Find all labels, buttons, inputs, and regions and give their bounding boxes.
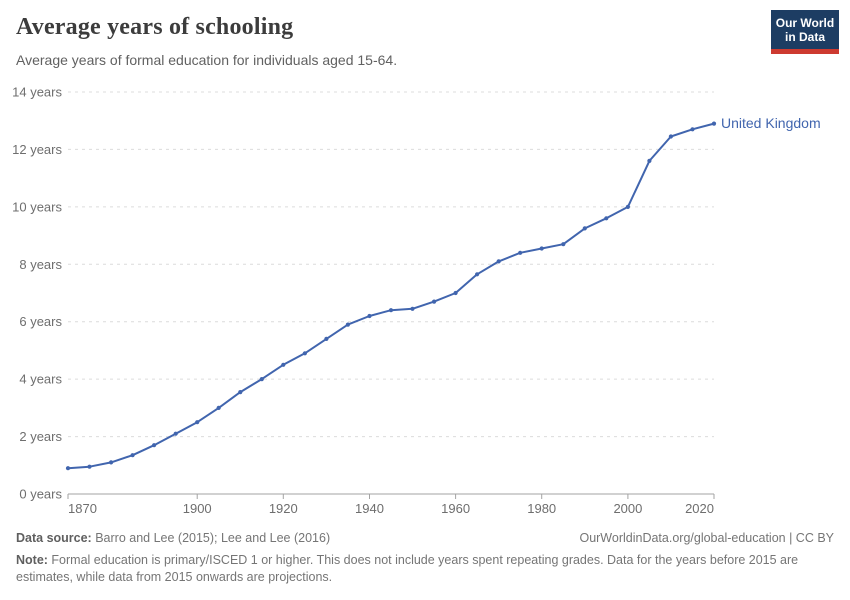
data-point-marker[interactable] bbox=[410, 306, 415, 311]
data-point-marker[interactable] bbox=[625, 204, 631, 209]
data-point-marker[interactable] bbox=[302, 351, 307, 356]
owid-logo-line1: Our World bbox=[775, 16, 835, 30]
data-point-marker[interactable] bbox=[130, 453, 135, 458]
chart-subtitle: Average years of formal education for in… bbox=[16, 52, 398, 68]
y-tick-label: 8 years bbox=[19, 257, 62, 272]
x-tick-label: 1870 bbox=[68, 501, 97, 516]
chart-title: Average years of schooling bbox=[16, 14, 294, 40]
source-row: Data source: Barro and Lee (2015); Lee a… bbox=[16, 531, 834, 545]
data-point-marker[interactable] bbox=[87, 464, 92, 469]
data-point-marker[interactable] bbox=[152, 443, 157, 448]
x-tick-label: 1960 bbox=[441, 501, 470, 516]
y-tick-label: 12 years bbox=[12, 142, 62, 157]
y-tick-label: 10 years bbox=[12, 199, 62, 214]
note-label: Note: bbox=[16, 553, 48, 567]
data-point-marker[interactable] bbox=[711, 121, 717, 126]
y-tick-label: 6 years bbox=[19, 314, 62, 329]
data-point-marker[interactable] bbox=[324, 336, 329, 341]
x-tick-label: 2020 bbox=[685, 501, 714, 516]
x-tick-label: 1980 bbox=[527, 501, 556, 516]
data-point-marker[interactable] bbox=[345, 322, 350, 327]
data-point-marker[interactable] bbox=[475, 272, 480, 277]
chart-footer: Data source: Barro and Lee (2015); Lee a… bbox=[16, 531, 834, 586]
license-link[interactable]: OurWorldinData.org/global-education | CC… bbox=[579, 531, 834, 545]
data-point-marker[interactable] bbox=[367, 313, 372, 319]
x-tick-label: 2000 bbox=[613, 501, 642, 516]
data-point-marker[interactable] bbox=[65, 466, 71, 471]
line-chart-plot-area[interactable]: 0 years 2 years 4 years 6 years 8 years 10 ye… bbox=[0, 0, 850, 530]
owid-logo: Our World in Data bbox=[771, 10, 839, 54]
data-point-marker[interactable] bbox=[668, 134, 674, 139]
x-tick-label: 1940 bbox=[355, 501, 384, 516]
data-point-marker[interactable] bbox=[539, 246, 544, 251]
data-source-label: Data source: bbox=[16, 531, 92, 545]
data-point-marker[interactable] bbox=[647, 158, 652, 163]
data-point-marker[interactable] bbox=[216, 405, 221, 410]
owid-logo-line2: in Data bbox=[784, 30, 825, 44]
chart-note: Note: Formal education is primary/ISCED … bbox=[16, 552, 828, 586]
data-point-marker[interactable] bbox=[238, 390, 243, 395]
x-tick-label: 1920 bbox=[269, 501, 298, 516]
data-point-marker[interactable] bbox=[388, 308, 394, 313]
data-point-marker[interactable] bbox=[604, 216, 609, 221]
series-end-label[interactable]: United Kingdom bbox=[721, 115, 821, 131]
data-point-marker[interactable] bbox=[173, 431, 178, 436]
data-point-marker[interactable] bbox=[690, 127, 695, 132]
data-point-marker[interactable] bbox=[582, 226, 587, 231]
note-text: Formal education is primary/ISCED 1 or h… bbox=[16, 553, 799, 584]
y-tick-label: 14 years bbox=[12, 85, 62, 100]
data-point-marker[interactable] bbox=[453, 290, 458, 296]
series-line[interactable] bbox=[67, 122, 715, 470]
data-point-marker[interactable] bbox=[109, 460, 114, 465]
data-source-text: Barro and Lee (2015); Lee and Lee (2016) bbox=[91, 531, 331, 545]
data-point-marker[interactable] bbox=[432, 299, 437, 304]
data-point-marker[interactable] bbox=[195, 420, 200, 425]
data-point-marker[interactable] bbox=[561, 242, 566, 247]
y-tick-label: 4 years bbox=[19, 372, 62, 387]
data-point-marker[interactable] bbox=[259, 377, 264, 382]
data-point-marker[interactable] bbox=[496, 259, 501, 264]
y-tick-label: 0 years bbox=[19, 487, 62, 502]
data-point-marker[interactable] bbox=[281, 362, 286, 367]
y-tick-label: 2 years bbox=[19, 429, 62, 444]
x-tick-label: 1900 bbox=[183, 501, 212, 516]
data-point-marker[interactable] bbox=[518, 250, 523, 255]
data-source: Data source: Barro and Lee (2015); Lee a… bbox=[16, 531, 330, 545]
